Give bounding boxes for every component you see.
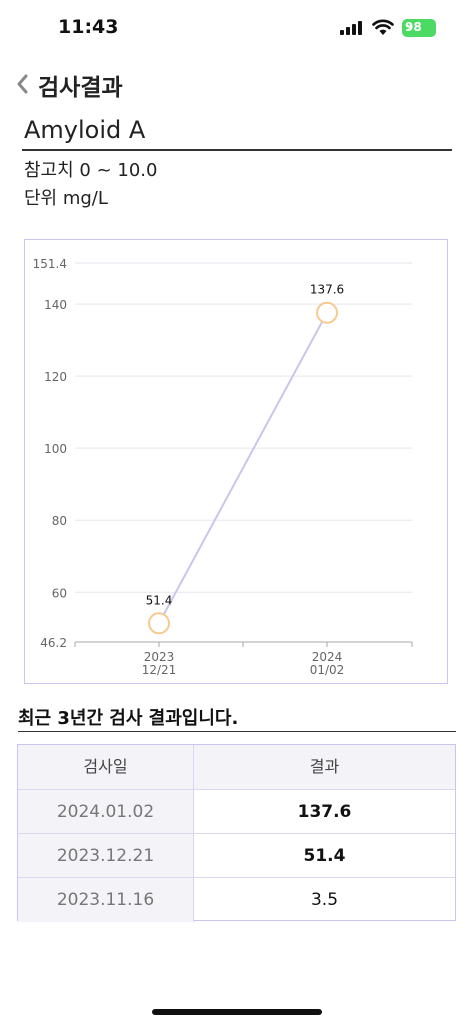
divider bbox=[22, 149, 452, 151]
page-title: 검사결과 bbox=[38, 75, 123, 101]
row-date: 2024.01.02 bbox=[18, 790, 194, 834]
table-row: 2023.12.21 51.4 bbox=[18, 833, 455, 878]
row-result: 137.6 bbox=[297, 802, 352, 822]
battery-icon: 98 ⚡ bbox=[402, 19, 436, 37]
data-label: 137.6 bbox=[310, 283, 344, 297]
reference-range: 참고치 0 ~ 10.0 bbox=[24, 160, 158, 181]
data-point bbox=[148, 612, 170, 635]
y-tick-label: 80 bbox=[52, 514, 67, 528]
wifi-icon bbox=[372, 19, 394, 35]
y-tick-label: 120 bbox=[44, 370, 67, 384]
column-header-result: 결과 bbox=[194, 745, 455, 789]
result-chart: 46.2 60 80 100 120 140 151.4 2023 12/21 2024 01/02… bbox=[24, 239, 448, 684]
series-line bbox=[158, 312, 328, 624]
unit-label: 단위 mg/L bbox=[24, 188, 108, 209]
data-point bbox=[316, 301, 338, 324]
y-tick-label: 151.4 bbox=[33, 257, 67, 271]
x-tick-label: 01/02 bbox=[310, 663, 345, 677]
recent-results-title: 최근 3년간 검사 결과입니다. bbox=[18, 708, 239, 729]
column-header-date: 검사일 bbox=[18, 745, 194, 789]
results-table: 검사일 결과 2024.01.02 137.6 2023.12.21 51.4 … bbox=[17, 744, 456, 922]
row-result: 3.5 bbox=[310, 890, 339, 910]
y-tick-label: 60 bbox=[52, 586, 67, 600]
data-label: 51.4 bbox=[146, 593, 173, 607]
charging-bolt-icon: ⚡ bbox=[405, 21, 413, 34]
x-tick-label: 12/21 bbox=[142, 663, 177, 677]
row-date: 2023.12.21 bbox=[18, 834, 194, 878]
row-result: 51.4 bbox=[303, 846, 346, 866]
y-tick-label: 46.2 bbox=[40, 636, 67, 650]
table-row: 2023.11.16 3.5 bbox=[18, 877, 455, 922]
navigation-bar: 검사결과 bbox=[0, 64, 473, 104]
y-tick-label: 140 bbox=[44, 298, 67, 312]
status-bar: 11:43 98 ⚡ bbox=[0, 0, 473, 56]
status-time: 11:43 bbox=[58, 16, 119, 38]
table-header-row: 검사일 결과 bbox=[18, 745, 455, 789]
y-tick-label: 100 bbox=[44, 442, 67, 456]
cellular-signal-icon bbox=[340, 21, 362, 35]
test-name: Amyloid A bbox=[24, 116, 146, 144]
table-row: 2024.01.02 137.6 bbox=[18, 789, 455, 834]
divider bbox=[18, 731, 456, 732]
x-tick-label: 2024 bbox=[312, 650, 343, 664]
battery-level: 98 bbox=[405, 20, 422, 34]
row-date: 2023.11.16 bbox=[18, 878, 194, 922]
home-indicator bbox=[152, 1009, 322, 1015]
x-tick-label: 2023 bbox=[144, 650, 175, 664]
back-chevron-icon[interactable] bbox=[14, 72, 32, 96]
